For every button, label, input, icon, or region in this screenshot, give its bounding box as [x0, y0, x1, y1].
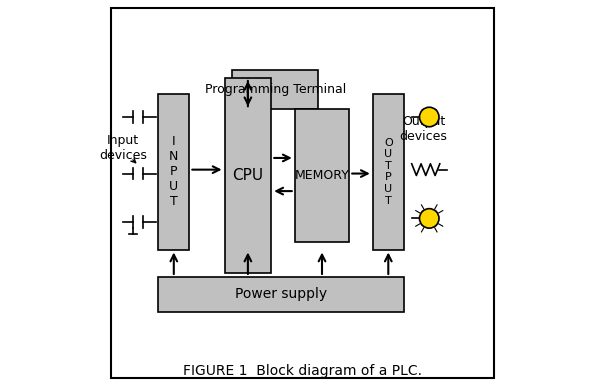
- Text: MEMORY: MEMORY: [295, 169, 350, 182]
- Text: FIGURE 1  Block diagram of a PLC.: FIGURE 1 Block diagram of a PLC.: [183, 363, 422, 378]
- Text: O
U
T
P
U
T: O U T P U T: [384, 138, 393, 206]
- Text: Programming Terminal: Programming Terminal: [204, 83, 346, 96]
- Text: CPU: CPU: [232, 168, 263, 183]
- FancyBboxPatch shape: [295, 109, 349, 242]
- FancyBboxPatch shape: [224, 78, 271, 273]
- FancyBboxPatch shape: [111, 8, 494, 378]
- Text: Output
devices: Output devices: [399, 115, 447, 143]
- FancyBboxPatch shape: [232, 70, 318, 109]
- Circle shape: [419, 107, 439, 127]
- Circle shape: [419, 209, 439, 228]
- Text: Input
devices: Input devices: [99, 134, 147, 162]
- FancyBboxPatch shape: [158, 94, 189, 250]
- FancyBboxPatch shape: [373, 94, 404, 250]
- Text: I
N
P
U
T: I N P U T: [169, 135, 178, 208]
- FancyBboxPatch shape: [158, 277, 404, 312]
- Text: Power supply: Power supply: [235, 287, 327, 301]
